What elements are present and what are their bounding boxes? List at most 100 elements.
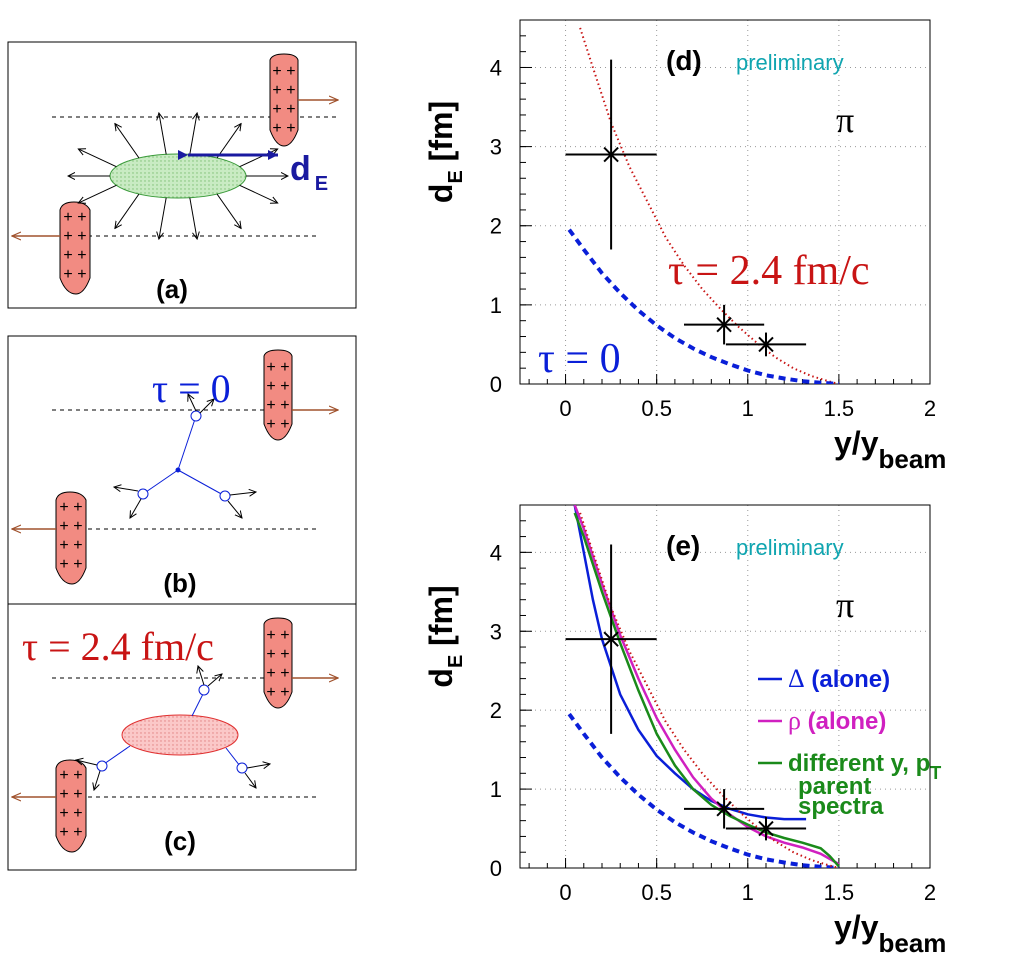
y-axis-label-unit: [fm]	[423, 101, 459, 170]
series-line	[579, 512, 840, 868]
plot-frame	[519, 504, 931, 869]
svg-text:+ +: + +	[272, 82, 295, 99]
panel-b: + + + + + + + + + + + + + + + +	[7, 335, 357, 605]
svg-text:+ +: + +	[59, 786, 82, 803]
x-tick-label: 0	[559, 880, 571, 905]
y-tick-label: 2	[490, 214, 502, 239]
y-axis-label: dE [fm]	[423, 585, 467, 687]
legend-sub: T	[930, 763, 941, 783]
series-line	[573, 505, 807, 821]
data-point-marker	[603, 146, 619, 163]
emission-arrow	[115, 193, 140, 228]
svg-text:+ +: + +	[266, 378, 289, 395]
legend-text: (alone)	[801, 708, 886, 735]
chart-panel-label: (d)	[666, 45, 702, 76]
svg-text:+ +: + +	[266, 397, 289, 414]
tau-zero-label: τ = 0	[152, 366, 231, 411]
svg-text:+ +: + +	[272, 101, 295, 118]
svg-text:+ +: + +	[59, 556, 82, 573]
legend-symbol: ρ	[788, 706, 801, 735]
y-tick-label: 0	[490, 372, 502, 397]
fireball-green	[109, 153, 247, 199]
nucleus-top-right: + + + + + + + +	[263, 349, 293, 441]
x-tick-label: 0.5	[641, 880, 672, 905]
svg-text:+ +: + +	[59, 499, 82, 516]
y-tick-label: 1	[490, 777, 502, 802]
panel-b-label: (b)	[163, 568, 196, 598]
y-tick-label: 1	[490, 293, 502, 318]
panel-a-label: (a)	[156, 274, 188, 304]
svg-text:+ +: + +	[63, 228, 86, 245]
y-tick-label: 4	[490, 540, 502, 565]
series-line	[579, 27, 840, 384]
x-tick-label: 1	[742, 880, 754, 905]
nucleus-bottom-left: + + + + + + + +	[59, 201, 91, 295]
y-tick-label: 0	[490, 856, 502, 881]
series-line	[567, 712, 840, 868]
legend-text: parent	[798, 773, 871, 800]
emission-arrow	[78, 149, 117, 168]
tau-label: τ = 2.4 fm/c	[22, 624, 214, 669]
fireball-red	[121, 714, 239, 756]
data-point-marker	[716, 801, 732, 817]
y-axis-label-sub: E	[445, 170, 467, 183]
y-axis-label-main: d	[423, 184, 459, 204]
x-axis-label: y/ybeam	[834, 909, 946, 956]
preliminary-label: preliminary	[736, 535, 844, 560]
svg-text:+ +: + +	[266, 627, 289, 644]
y-tick-label: 3	[490, 135, 502, 160]
y-axis-label-sub: E	[445, 655, 467, 668]
svg-text:+ +: + +	[266, 646, 289, 663]
legend-entry: Δ (alone)	[788, 664, 890, 693]
chart-d: 0 0.5 1 1.5 2 0 1 2 3 4 (d) preliminary π dE [fm] y/yb…	[423, 19, 946, 474]
x-tick-label: 0	[559, 396, 571, 421]
legend-entry: different y, pT	[788, 750, 941, 783]
svg-text:+ +: + +	[59, 767, 82, 784]
x-tick-label: 1.5	[824, 880, 855, 905]
svg-text:+ +: + +	[266, 684, 289, 701]
decay-tree-c	[76, 666, 270, 790]
emission-arrow	[189, 113, 197, 155]
particle-label: π	[836, 100, 854, 140]
svg-text:+ +: + +	[59, 537, 82, 554]
svg-text:+ +: + +	[266, 416, 289, 433]
chart-e: 0 0.5 1 1.5 2 0 1 2 3 4 (e) preliminary π dE [fm] y/yb…	[423, 504, 946, 956]
plot-frame	[519, 19, 931, 385]
chart-panel-label: (e)	[666, 530, 700, 561]
nucleus-top-right: + + + + + + + +	[269, 53, 299, 147]
emission-arrow	[78, 184, 117, 203]
data-point-marker	[603, 631, 619, 647]
y-tick-label: 2	[490, 698, 502, 723]
series-line	[567, 228, 840, 384]
svg-text:+ +: + +	[59, 824, 82, 841]
nucleus-bottom-left: + + + + + + + +	[55, 491, 87, 585]
x-tick-label: 0.5	[641, 396, 672, 421]
y-axis-label-main: d	[423, 668, 459, 688]
nucleus-top-right: + + + + + + + +	[263, 617, 293, 709]
y-axis-label: dE [fm]	[423, 101, 467, 203]
svg-text:+ +: + +	[266, 359, 289, 376]
series-line	[573, 512, 840, 868]
legend-entry: parent	[798, 773, 871, 800]
decay-tree-b	[114, 394, 256, 518]
y-axis-label-unit: [fm]	[423, 585, 459, 654]
svg-text:+ +: + +	[59, 518, 82, 535]
legend-symbol: Δ	[788, 664, 805, 693]
emission-arrow	[216, 193, 241, 228]
svg-text:+ +: + +	[272, 120, 295, 137]
preliminary-label: preliminary	[736, 50, 844, 75]
legend-text: (alone)	[805, 666, 890, 693]
legend-entry: spectra	[798, 793, 884, 820]
svg-text:+ +: + +	[63, 247, 86, 264]
x-axis-label-main: y/y	[834, 425, 879, 461]
legend-text: spectra	[798, 793, 884, 820]
x-axis-label: y/ybeam	[834, 425, 946, 474]
emission-arrow	[189, 197, 197, 239]
svg-text:+ +: + +	[63, 266, 86, 283]
data-point-marker	[716, 316, 732, 333]
x-tick-label: 1.5	[824, 396, 855, 421]
panel-c-label: (c)	[164, 826, 196, 856]
